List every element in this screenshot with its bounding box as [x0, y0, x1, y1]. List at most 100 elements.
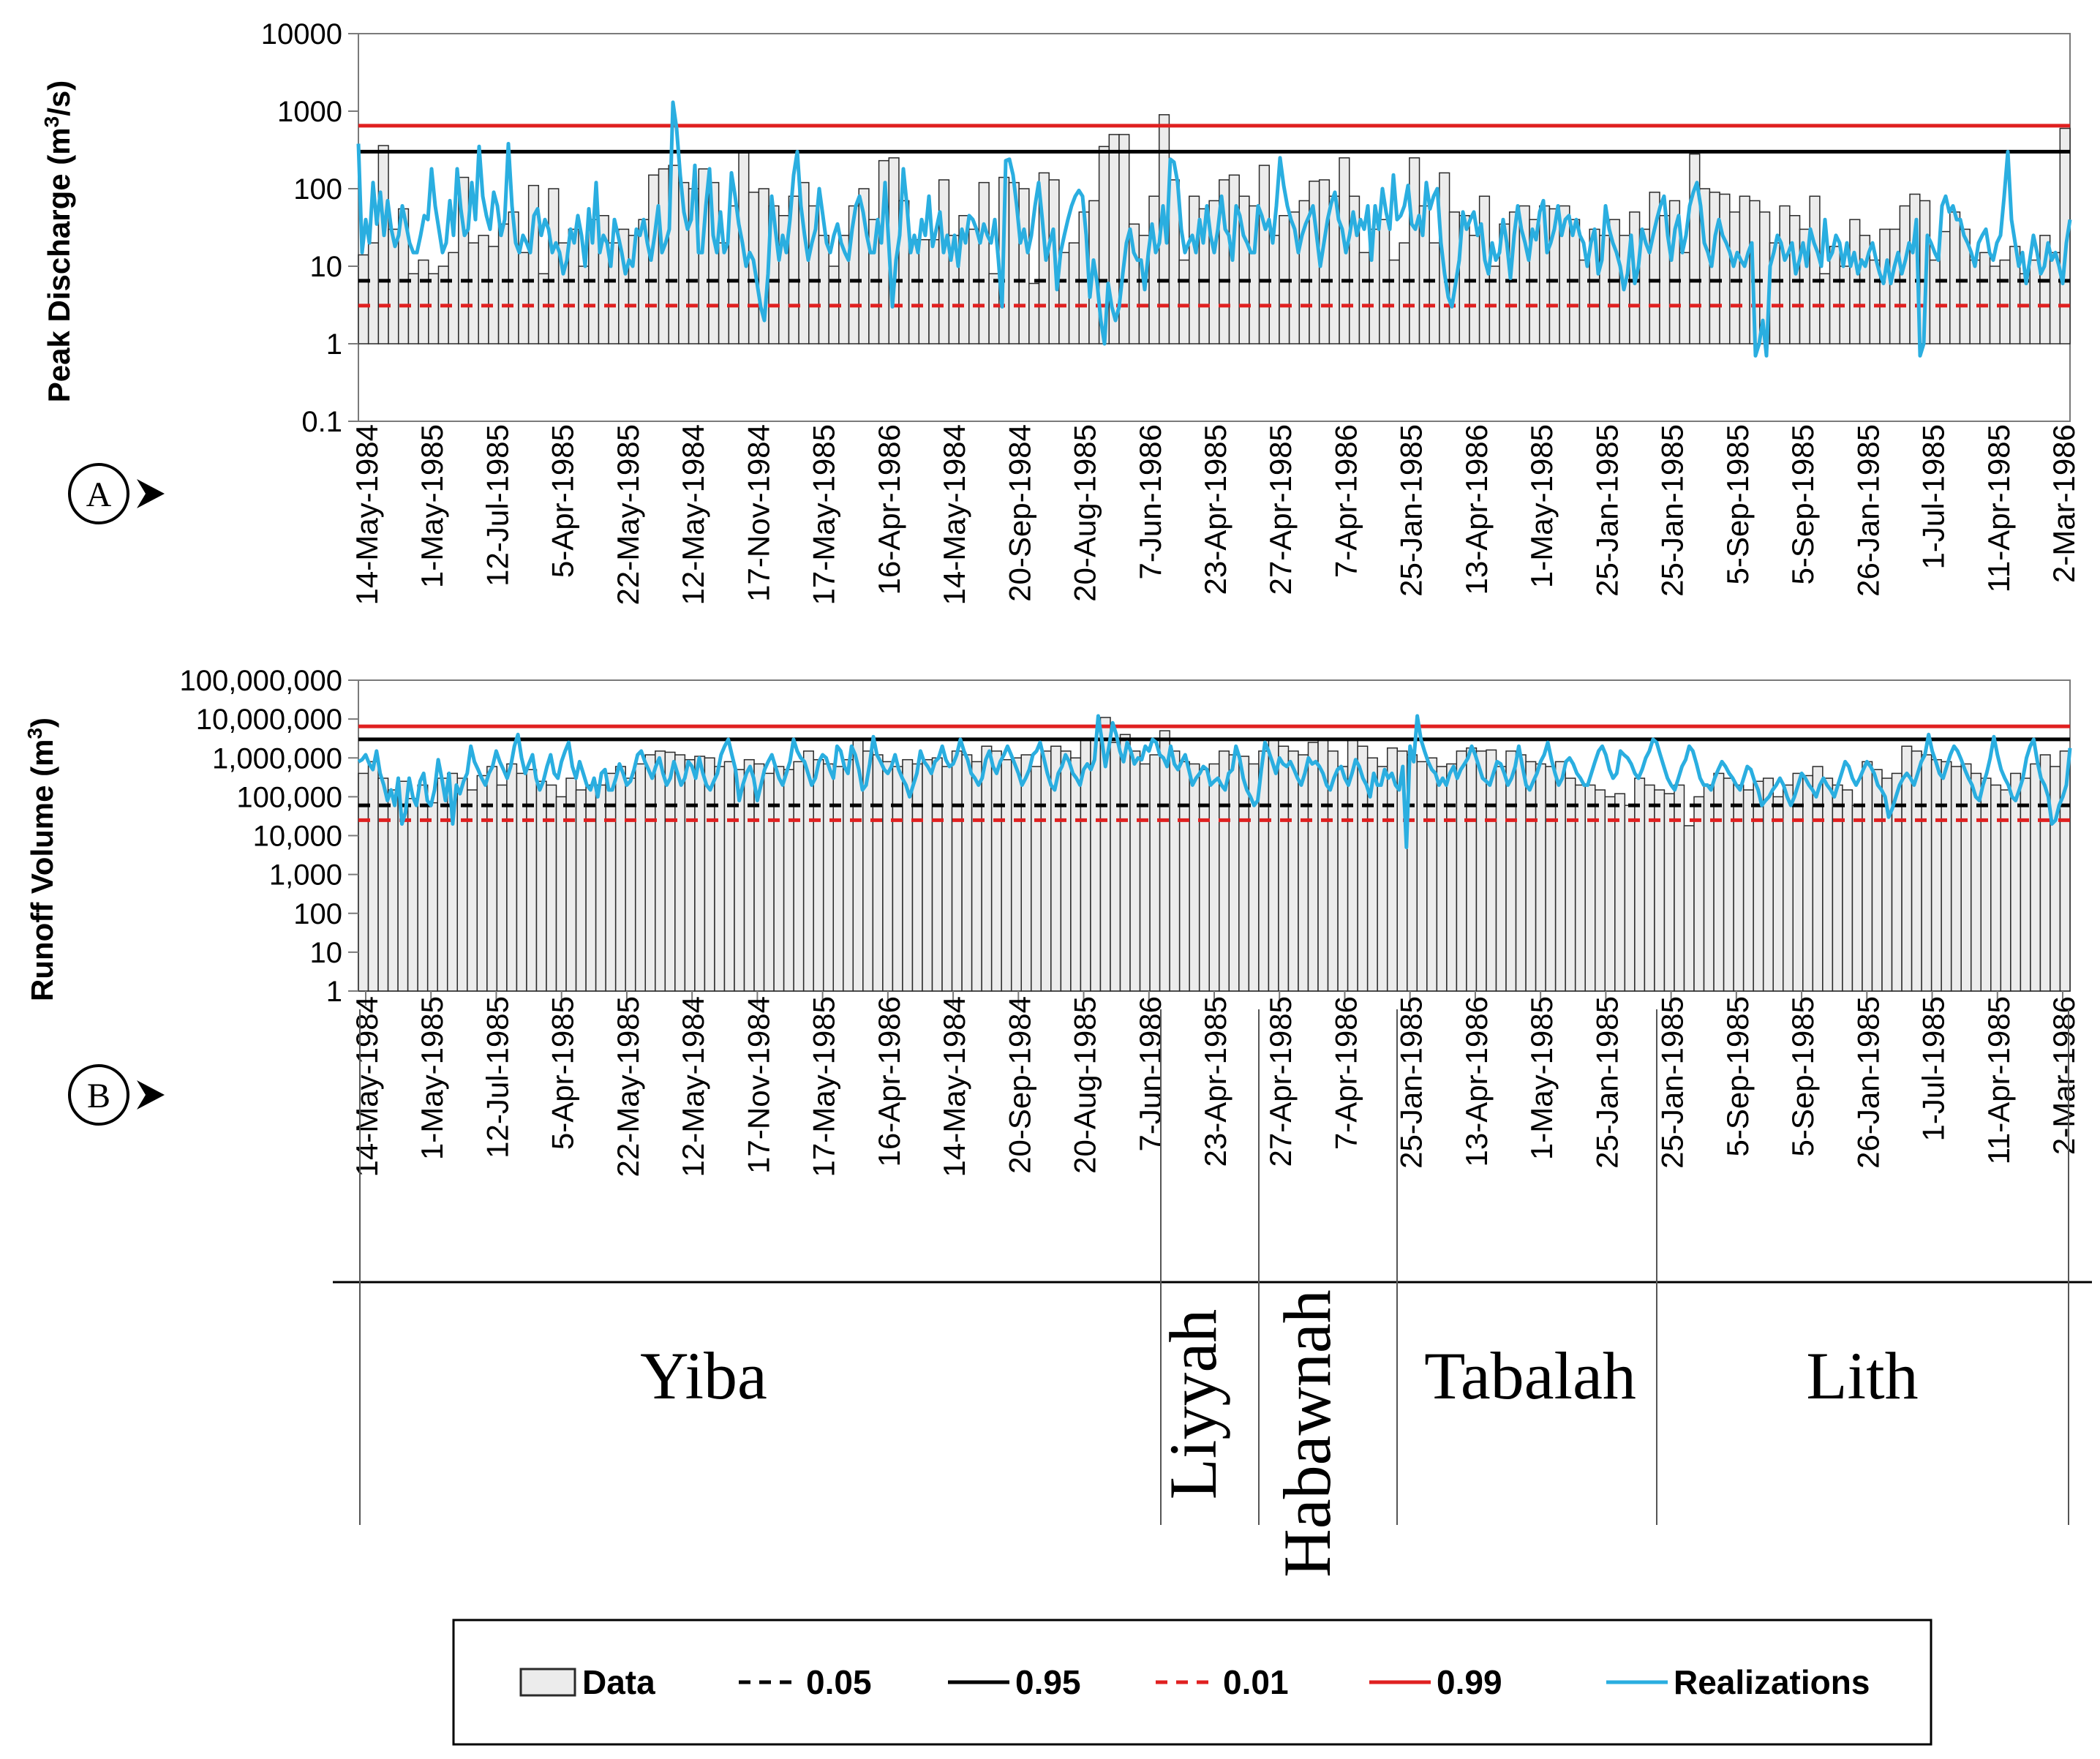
- bar-1-143: [1772, 796, 1784, 992]
- bar-1-37: [723, 761, 735, 992]
- legend-label-q95: 0.95: [1015, 1663, 1081, 1701]
- y-tick-label-1-7: 10,000,000: [196, 704, 342, 736]
- bar-0-0: [358, 254, 369, 344]
- x-tick-label-0-15: 7-Apr-1986: [1329, 424, 1363, 578]
- x-tick-label-0-14: 27-Apr-1985: [1263, 424, 1298, 595]
- bar-1-169: [2030, 763, 2041, 992]
- bar-1-38: [734, 769, 745, 992]
- x-tick-label-1-1: 1-May-1985: [415, 996, 449, 1160]
- bar-1-74: [1090, 739, 1102, 992]
- x-tick-label-0-3: 5-Apr-1985: [546, 424, 580, 578]
- bar-1-6: [417, 784, 429, 992]
- bar-1-63: [981, 745, 993, 992]
- y-axis-label-b-tail: ): [25, 717, 59, 728]
- bar-1-138: [1723, 777, 1734, 992]
- x-tick-label-1-5: 12-May-1984: [676, 996, 710, 1177]
- bar-1-67: [1020, 754, 1032, 992]
- bar-1-19: [546, 784, 557, 992]
- realization-line-a: [356, 100, 2072, 358]
- bar-0-71: [1068, 242, 1080, 344]
- bar-0-91: [1268, 235, 1280, 344]
- bar-0-170: [2059, 127, 2071, 344]
- x-tick-label-1-16: 25-Jan-1985: [1394, 996, 1429, 1169]
- bar-0-6: [418, 259, 429, 344]
- bar-1-94: [1287, 750, 1299, 992]
- panel-marker-b-circle: [68, 1064, 129, 1126]
- bar-1-57: [922, 758, 933, 992]
- bar-1-44: [793, 761, 805, 992]
- y-axis-label-b-main: Runoff Volume (m: [25, 739, 59, 1002]
- bar-1-56: [911, 763, 923, 992]
- bar-1-49: [843, 758, 854, 992]
- bar-0-147: [1829, 246, 1841, 344]
- y-tick-label-1-2: 100: [293, 898, 342, 930]
- x-tick-label-1-6: 17-Nov-1984: [741, 996, 775, 1174]
- x-tick-label-0-4: 22-May-1985: [611, 424, 645, 605]
- x-tick-label-1-26: 2-Mar-1986: [2047, 996, 2081, 1155]
- region-label-liyyah: Liyyah: [1156, 1309, 1230, 1500]
- bar-1-122: [1565, 777, 1576, 992]
- bar-1-120: [1545, 766, 1557, 992]
- y-ticks-a: 0.1 1 10 100 1000 10000: [261, 18, 358, 438]
- x-tick-label-0-18: 1-May-1985: [1524, 424, 1559, 588]
- bar-1-13: [486, 766, 498, 992]
- bar-1-32: [674, 754, 686, 992]
- bar-1-80: [1149, 754, 1161, 992]
- bar-0-105: [1409, 157, 1420, 344]
- bar-0-122: [1578, 259, 1590, 344]
- bar-1-127: [1614, 793, 1626, 992]
- bar-0-46: [818, 235, 829, 344]
- x-tick-label-1-3: 5-Apr-1985: [546, 996, 580, 1150]
- x-tick-label-1-10: 20-Sep-1984: [1002, 996, 1036, 1174]
- bar-1-134: [1683, 825, 1695, 992]
- x-tick-label-0-6: 17-Nov-1984: [741, 424, 775, 602]
- bar-0-58: [938, 179, 950, 344]
- bar-1-159: [1930, 758, 1942, 992]
- bar-1-79: [1139, 763, 1151, 992]
- bar-0-16: [518, 252, 530, 344]
- bar-1-5: [407, 798, 418, 992]
- bar-0-161: [1969, 259, 1981, 344]
- bar-1-111: [1456, 750, 1467, 992]
- legend-label-data: Data: [582, 1663, 655, 1701]
- bar-0-1: [367, 242, 380, 344]
- bar-1-148: [1822, 777, 1834, 992]
- bar-1-48: [832, 766, 844, 992]
- bar-1-162: [1960, 763, 1972, 992]
- bar-1-151: [1851, 805, 1863, 992]
- bar-0-100: [1358, 252, 1370, 344]
- x-tick-label-0-1: 1-May-1985: [415, 424, 449, 588]
- x-tick-label-0-0: 14-May-1984: [350, 424, 384, 605]
- bar-1-168: [2020, 777, 2031, 992]
- bar-1-139: [1733, 784, 1745, 992]
- bar-1-64: [990, 750, 1002, 992]
- bar-0-7: [428, 273, 440, 344]
- bar-0-107: [1429, 242, 1440, 344]
- panel-marker-a-arrow-icon: [137, 479, 165, 508]
- bar-1-96: [1307, 742, 1319, 992]
- bars-b: [358, 717, 2071, 992]
- region-bracket: Yiba Liyyah Habawnah Tabalah Lith: [333, 1009, 2092, 1578]
- bar-1-161: [1950, 766, 1962, 992]
- x-tick-label-1-2: 12-Jul-1985: [481, 996, 515, 1159]
- x-tick-label-0-8: 16-Apr-1986: [872, 424, 906, 595]
- quantile-lines-a: [358, 124, 2070, 308]
- y-axis-label-a-tail: /s): [42, 80, 76, 116]
- bar-0-132: [1679, 252, 1690, 344]
- x-tick-label-0-26: 2-Mar-1986: [2047, 424, 2081, 583]
- bar-1-27: [625, 777, 636, 992]
- bar-1-7: [426, 802, 438, 992]
- panel-marker-b-arrow-icon: [137, 1080, 165, 1110]
- panel-marker-a: A: [68, 463, 165, 524]
- bar-0-12: [478, 235, 489, 344]
- y-tick-label-0-1: 1: [326, 328, 342, 361]
- bar-1-34: [694, 756, 706, 992]
- y-tick-label-1-1: 10: [310, 937, 343, 969]
- bar-0-61: [968, 228, 980, 344]
- bar-0-18: [538, 273, 549, 344]
- bar-0-36: [718, 242, 730, 344]
- bar-1-61: [961, 754, 973, 992]
- y-ticks-b: 1 10 100 1,000 10,000 100,000 1,000,000 10,000,…: [180, 665, 358, 1008]
- x-tick-label-1-21: 5-Sep-1985: [1720, 996, 1755, 1157]
- bar-1-156: [1901, 745, 1913, 992]
